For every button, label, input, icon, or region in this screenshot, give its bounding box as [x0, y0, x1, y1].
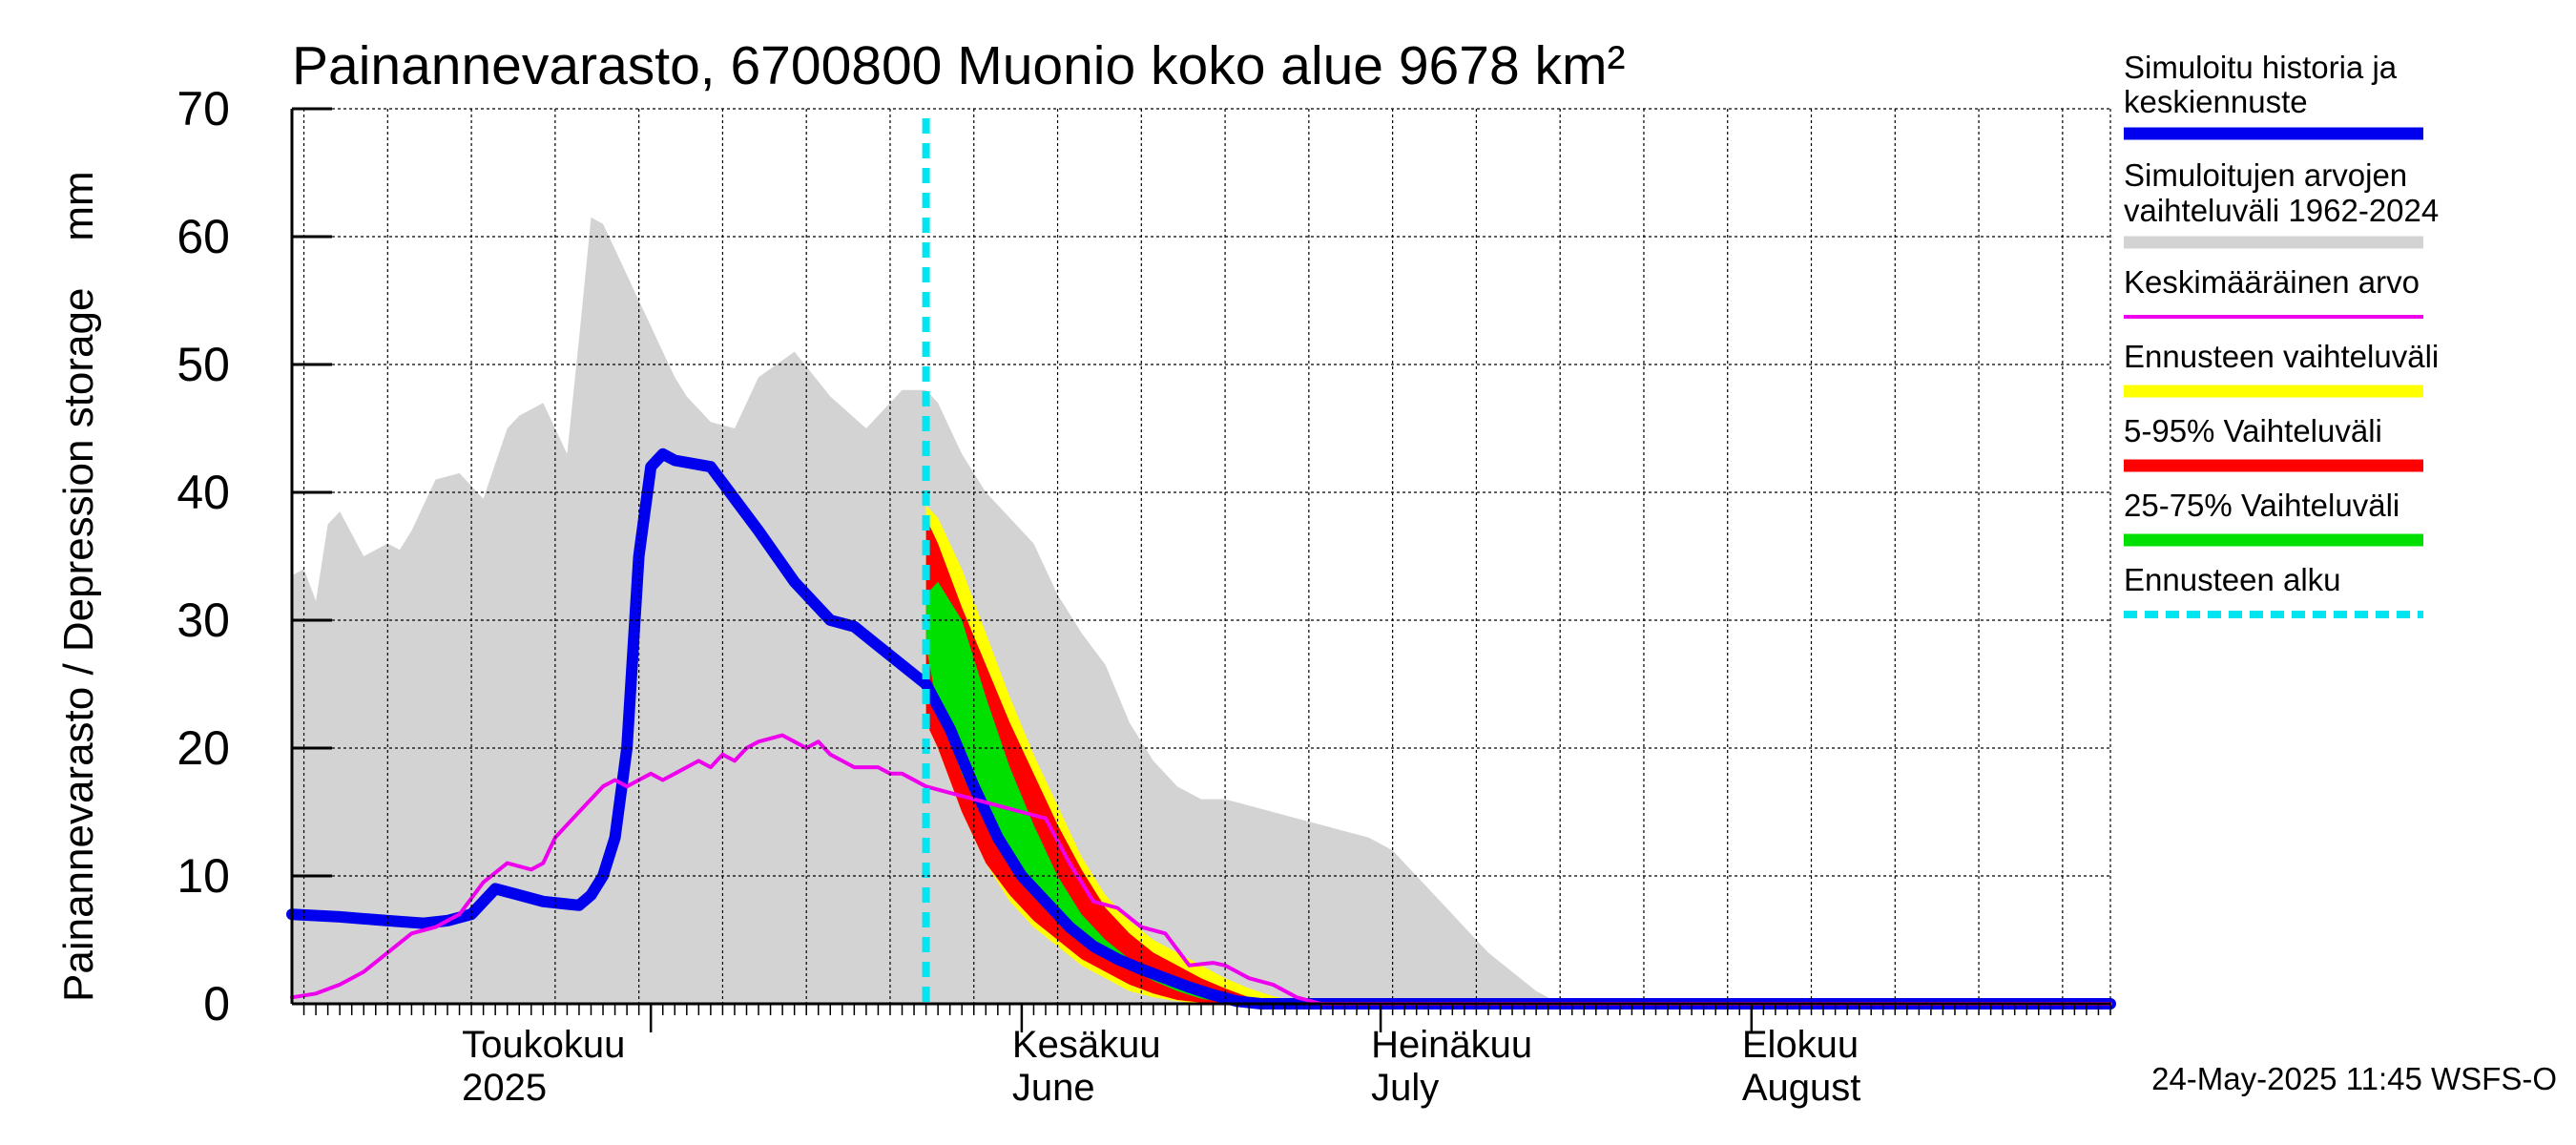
legend-label: Ennusteen alku: [2124, 562, 2341, 597]
plot-area: [286, 118, 2116, 1010]
y-tick-label: 50: [177, 338, 230, 391]
legend-label: 25-75% Vaihteluväli: [2124, 488, 2399, 523]
y-tick-label: 60: [177, 210, 230, 263]
x-tick-label: July: [1371, 1067, 1439, 1109]
series-4-line: [286, 448, 2116, 1010]
y-axis-label: Painannevarasto / Depression storage mm: [55, 171, 102, 1002]
legend-label: Ennusteen vaihteluväli: [2124, 339, 2439, 374]
legend-label: keskiennuste: [2124, 84, 2308, 119]
series-5-line: [290, 733, 2112, 1006]
x-tick-label: Toukokuu: [462, 1024, 625, 1066]
x-tick-label: August: [1742, 1067, 1861, 1109]
legend-label: 5-95% Vaihteluväli: [2124, 413, 2382, 448]
y-tick-label: 40: [177, 466, 230, 519]
legend-label: Simuloitujen arvojen: [2124, 157, 2407, 193]
x-tick-label: 2025: [462, 1067, 547, 1109]
legend-label: Simuloitu historia ja: [2124, 50, 2398, 85]
x-tick-label: June: [1012, 1067, 1095, 1109]
y-tick-label: 30: [177, 593, 230, 647]
chart-title: Painannevarasto, 6700800 Muonio koko alu…: [292, 35, 1625, 96]
footer-timestamp: 24-May-2025 11:45 WSFS-O: [2151, 1061, 2557, 1096]
grid: [292, 108, 2110, 1004]
series-0-band: [292, 217, 2110, 1004]
y-tick-label: 20: [177, 721, 230, 775]
x-tick-label: Elokuu: [1742, 1024, 1859, 1066]
y-tick-label: 0: [203, 977, 230, 1030]
y-tick-label: 10: [177, 849, 230, 903]
legend-label: vaihteluväli 1962-2024: [2124, 193, 2439, 228]
x-tick-label: Kesäkuu: [1012, 1024, 1161, 1066]
legend-label: Keskimääräinen arvo: [2124, 264, 2420, 300]
x-tick-label: Heinäkuu: [1371, 1024, 1532, 1066]
y-tick-label: 70: [177, 82, 230, 135]
